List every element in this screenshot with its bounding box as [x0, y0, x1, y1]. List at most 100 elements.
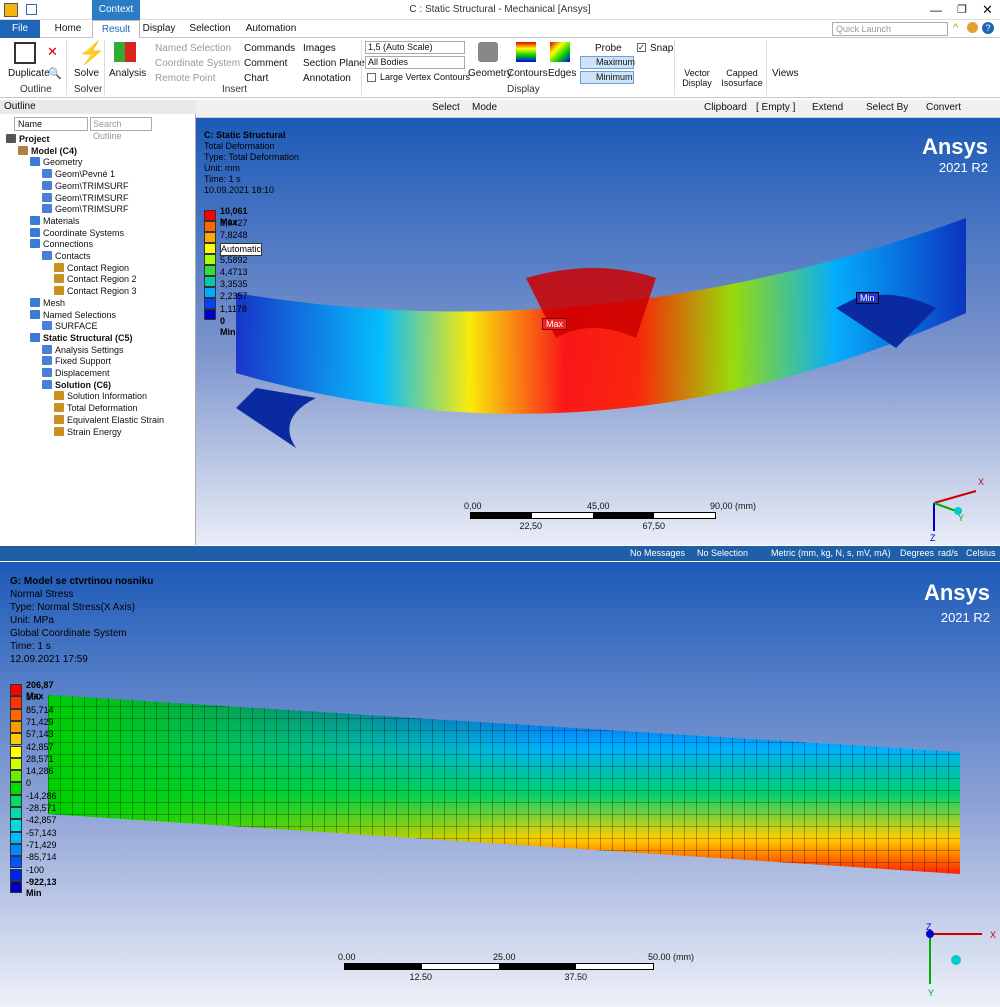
tree-item[interactable]: Contact Region	[54, 262, 130, 274]
tree-item[interactable]: SURFACE	[42, 321, 98, 332]
tree-item[interactable]: Coordinate Systems	[30, 227, 124, 239]
scale-label-bottom: 12.50	[409, 972, 433, 982]
angle-units[interactable]: Degrees	[900, 548, 935, 558]
tree-item[interactable]: Analysis Settings	[42, 344, 124, 356]
find-icon[interactable]: 🔍	[48, 68, 62, 80]
mode-button[interactable]: Mode	[472, 102, 498, 113]
legend-label: 85,714	[26, 704, 54, 715]
remote-point-button[interactable]: Remote Point	[155, 73, 216, 84]
restore-button[interactable]: ❐	[957, 4, 967, 16]
annotation-button[interactable]: Annotation	[303, 73, 351, 84]
chart-button[interactable]: Chart	[244, 73, 269, 84]
extend-button[interactable]: Extend	[812, 102, 844, 113]
graphics-viewport-1[interactable]: C: Static Structural Total Deformation Typ…	[196, 118, 1000, 545]
scale-select[interactable]: 1,5 (Auto Scale)	[365, 41, 465, 54]
delete-icon[interactable]: ✕	[47, 44, 58, 59]
legend-label: 1,1178	[220, 303, 247, 314]
minimize-button[interactable]: —	[930, 3, 942, 17]
tab-file[interactable]: File	[0, 20, 40, 38]
commands-button[interactable]: Commands	[244, 43, 296, 54]
tab-automation[interactable]: Automation	[245, 23, 297, 34]
tree-item-label: Total Deformation	[67, 403, 138, 414]
save-icon[interactable]	[26, 4, 37, 15]
tree-item[interactable]: Connections	[30, 239, 93, 250]
ansys-brand: Ansys	[921, 134, 988, 159]
legend-swatch	[10, 733, 22, 746]
analysis-button[interactable]: Analysis	[109, 68, 147, 79]
info-line: C: Static Structural	[204, 130, 286, 140]
help-icon[interactable]: ?	[982, 22, 994, 34]
tree-item[interactable]: Solution (C6)	[42, 379, 111, 391]
legend-swatch	[204, 232, 216, 243]
quick-launch-input[interactable]: Quick Launch	[832, 22, 948, 36]
probe-button[interactable]: Probe	[595, 43, 622, 54]
tree-item[interactable]: Geometry	[30, 157, 83, 168]
tree-item[interactable]: Geom\TRIMSURF	[42, 204, 129, 215]
tree-item[interactable]: Mesh	[30, 297, 65, 309]
legend-label: -922,13 Min	[26, 876, 57, 898]
select-button[interactable]: Select	[432, 102, 460, 113]
legend-label[interactable]: Automatic	[220, 242, 263, 256]
tab-result[interactable]: Result	[92, 20, 140, 38]
tree-item-label: Equivalent Elastic Strain	[67, 414, 165, 425]
tree-item[interactable]: Geom\TRIMSURF	[42, 192, 129, 204]
minimum-button[interactable]: Minimum	[580, 71, 634, 84]
capped-isosurface-button[interactable]: Capped Isosurface	[721, 68, 763, 88]
snap-checkbox[interactable]: ✓	[637, 43, 646, 52]
legend-label: -71,429	[26, 839, 57, 850]
tree-item[interactable]: Displacement	[42, 368, 110, 379]
large-vertex-checkbox[interactable]	[367, 73, 376, 82]
clipboard-button[interactable]: Clipboard	[704, 102, 747, 113]
graphics-viewport-2[interactable]: G: Model se ctvrtinou nosniku Normal Stre…	[0, 562, 1000, 1007]
solve-button[interactable]: Solve	[74, 68, 100, 79]
filter-name-select[interactable]: Name	[14, 117, 88, 131]
temp-units[interactable]: Celsius	[966, 548, 996, 558]
tree-item[interactable]: Named Selections	[30, 309, 116, 321]
close-button[interactable]: ✕	[982, 2, 993, 17]
tree-item[interactable]: Static Structural (C5)	[30, 332, 133, 344]
tree-item-label: Geometry	[43, 157, 83, 168]
geometry-button[interactable]: Geometry	[468, 68, 512, 79]
views-button[interactable]: Views	[772, 68, 799, 79]
select-by-button[interactable]: Select By	[866, 102, 909, 113]
vector-display-button[interactable]: Vector Display	[682, 68, 712, 88]
options-icon[interactable]	[967, 22, 978, 33]
bodies-select[interactable]: All Bodies	[365, 56, 465, 69]
convert-button[interactable]: Convert	[926, 102, 962, 113]
coordinate-system-button[interactable]: Coordinate System	[155, 58, 241, 69]
rate-units[interactable]: rad/s	[938, 548, 959, 558]
tree-item[interactable]: Contacts	[42, 251, 91, 262]
tree-item[interactable]: Geom\Pevné 1	[42, 169, 115, 180]
duplicate-button[interactable]: Duplicate	[8, 68, 50, 79]
edges-button[interactable]: Edges	[548, 68, 577, 79]
tree-item[interactable]: Geom\TRIMSURF	[42, 180, 129, 192]
collapse-ribbon-icon[interactable]: ^	[953, 22, 959, 34]
named-selection-button[interactable]: Named Selection	[155, 43, 232, 54]
tree-item[interactable]: Contact Region 2	[54, 274, 137, 285]
search-outline-input[interactable]: Search Outline	[90, 117, 152, 141]
units-status[interactable]: Metric (mm, kg, N, s, mV, mA)	[771, 548, 891, 558]
tab-home[interactable]: Home	[54, 23, 82, 34]
tab-selection[interactable]: Selection	[189, 23, 231, 34]
legend-label: 42,857	[26, 741, 54, 752]
messages-status[interactable]: No Messages	[630, 548, 686, 558]
tree-item[interactable]: Strain Energy	[54, 426, 122, 438]
tree-item[interactable]: Total Deformation	[54, 403, 138, 414]
tree-item[interactable]: Project	[6, 134, 50, 145]
legend-label: -42,857	[26, 815, 57, 826]
tree-item[interactable]: Fixed Support	[42, 356, 111, 367]
section-plane-button[interactable]: Section Plane	[303, 58, 365, 69]
contours-button[interactable]: Contours	[507, 68, 548, 79]
tree-item-label: Contact Region	[67, 262, 130, 273]
comment-button[interactable]: Comment	[244, 58, 288, 69]
outline-group-label: Outline	[20, 84, 52, 95]
maximum-button[interactable]: Maximum	[580, 56, 635, 69]
tree-item[interactable]: Materials	[30, 215, 80, 227]
tree-item[interactable]: Model (C4)	[18, 145, 77, 157]
tree-item[interactable]: Contact Region 3	[54, 286, 137, 297]
tree-item[interactable]: Equivalent Elastic Strain	[54, 414, 165, 426]
images-button[interactable]: Images	[303, 43, 336, 54]
tab-display[interactable]: Display	[142, 23, 176, 34]
tree-item[interactable]: Solution Information	[54, 391, 147, 402]
info-line: Time: 1 s	[204, 174, 241, 184]
